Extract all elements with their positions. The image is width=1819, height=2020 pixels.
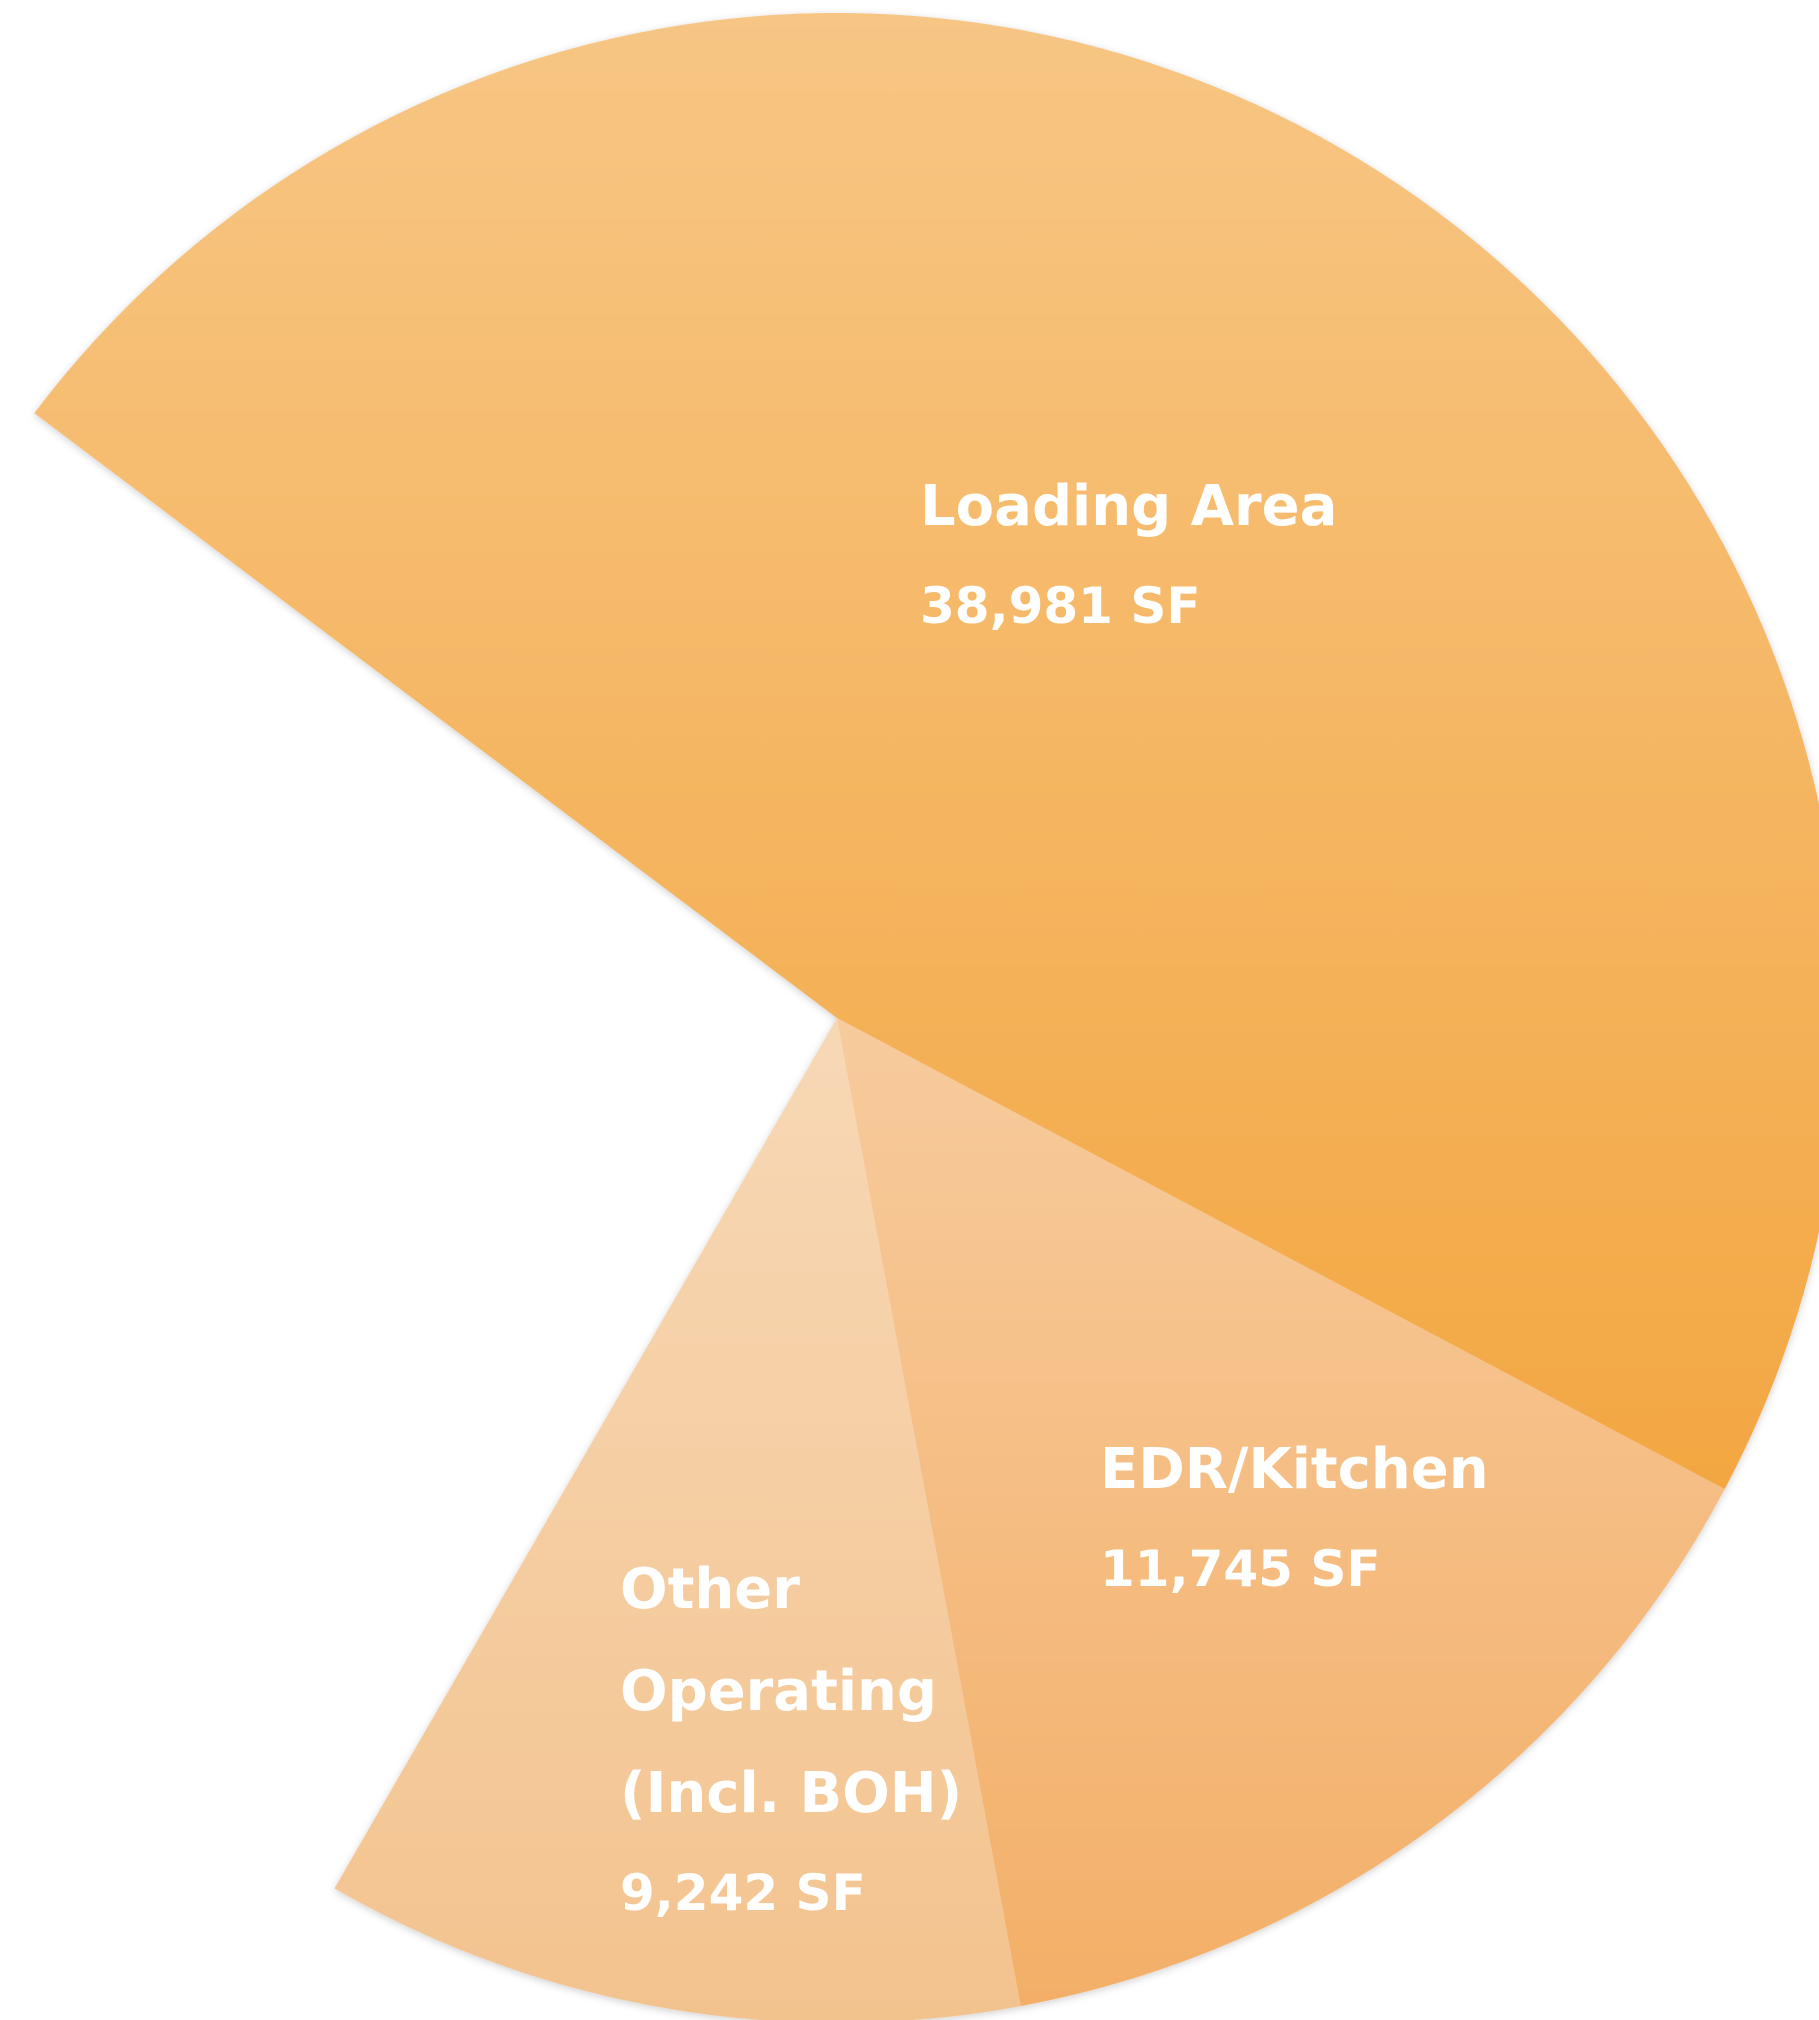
- slice-shade: [334, 1018, 1021, 2020]
- slice-shade: [837, 1018, 1725, 2007]
- slice-value-label: 38,981 SF: [920, 577, 1201, 635]
- slice-label: EDR/Kitchen: [1100, 1437, 1489, 1502]
- slice-label: Other Operating (Incl. BOH): [620, 1557, 962, 1826]
- slice-shade: [34, 13, 1819, 1490]
- pie: [34, 13, 1819, 2020]
- slice-label: Loading Area: [920, 474, 1337, 539]
- slice-value-label: 9,242 SF: [620, 1864, 866, 1922]
- slice-value-label: 11,745 SF: [1100, 1540, 1381, 1598]
- labels: Loading Area 38,981 SF EDR/Kitchen 11,745 S…: [620, 474, 1489, 1922]
